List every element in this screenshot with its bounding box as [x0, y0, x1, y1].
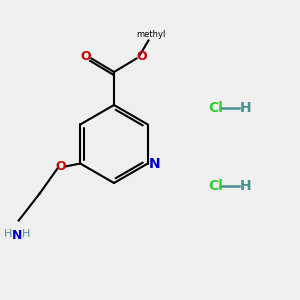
Text: N: N — [148, 157, 160, 170]
Text: H: H — [4, 229, 13, 239]
Text: O: O — [56, 160, 66, 173]
Text: H: H — [239, 179, 251, 193]
Text: H: H — [22, 229, 30, 239]
Text: O: O — [81, 50, 92, 64]
Text: Cl: Cl — [208, 101, 224, 115]
Text: O: O — [136, 50, 147, 64]
Text: H: H — [239, 101, 251, 115]
Text: methyl: methyl — [136, 30, 165, 39]
Text: N: N — [12, 229, 22, 242]
Text: Cl: Cl — [208, 179, 224, 193]
